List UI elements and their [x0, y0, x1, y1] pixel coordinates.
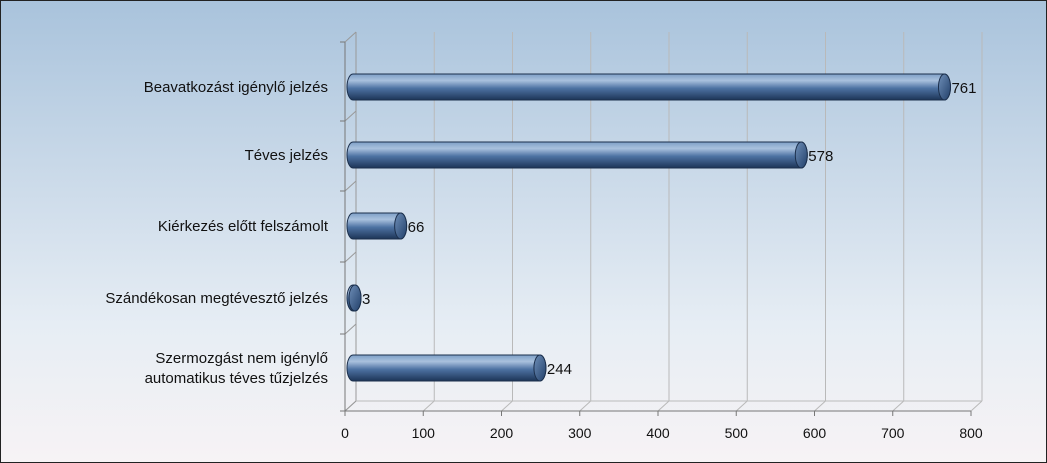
- data-label: 578: [808, 148, 833, 165]
- bar-cap: [348, 284, 362, 312]
- category-label: Beavatkozást igénylő jelzés: [144, 79, 328, 96]
- category-label: Szermozgást nem igénylő automatikus téves…: [145, 350, 328, 387]
- floor-gridline: [422, 400, 435, 412]
- category-label: Téves jelzés: [245, 147, 328, 164]
- bar-body: [346, 354, 547, 382]
- side-wall-line: [344, 400, 357, 412]
- x-tick-label: 0: [341, 425, 349, 441]
- data-label: 761: [951, 80, 976, 97]
- bar-body: [346, 141, 808, 169]
- bar: [346, 354, 547, 382]
- data-label: 66: [408, 219, 425, 236]
- floor-gridline: [814, 400, 826, 412]
- data-label: 244: [547, 361, 572, 378]
- floor-gridline: [579, 400, 592, 412]
- bar-cap: [794, 141, 808, 169]
- x-tick-label: 600: [803, 425, 827, 441]
- floor-gridline: [892, 400, 905, 412]
- side-wall-line: [344, 31, 357, 43]
- side-wall-line: [344, 180, 357, 192]
- side-wall-line: [344, 110, 357, 122]
- x-tick-label: 700: [881, 425, 905, 441]
- bar: [346, 73, 951, 101]
- side-wall-line: [344, 323, 357, 335]
- bars: [346, 73, 951, 382]
- category-label: Szándékosan megtévesztő jelzés: [105, 290, 328, 307]
- x-tick-label: 500: [725, 425, 749, 441]
- floor-gridline: [501, 400, 513, 412]
- x-tick-label: 100: [412, 425, 436, 441]
- bar: [346, 212, 408, 240]
- floor-gridline: [735, 400, 748, 412]
- bar-cap: [937, 73, 951, 101]
- x-tick-label: 800: [959, 425, 983, 441]
- side-wall-line: [344, 251, 357, 263]
- bar: [346, 284, 362, 312]
- bar-cap: [533, 354, 547, 382]
- x-tick-label: 400: [646, 425, 670, 441]
- labels: 0 100 200 300 400 500 600 700 800 761 578 66 3 244 Bea…: [105, 79, 983, 441]
- x-tick-label: 200: [490, 425, 514, 441]
- bar: [346, 141, 808, 169]
- x-tick-label: 300: [568, 425, 592, 441]
- floor-gridline: [970, 400, 983, 412]
- category-label: Kiérkezés előtt felszámolt: [158, 218, 329, 235]
- bar-body: [346, 73, 951, 101]
- data-label: 3: [362, 291, 370, 308]
- floor-gridline: [657, 400, 670, 412]
- bar-cap: [394, 212, 408, 240]
